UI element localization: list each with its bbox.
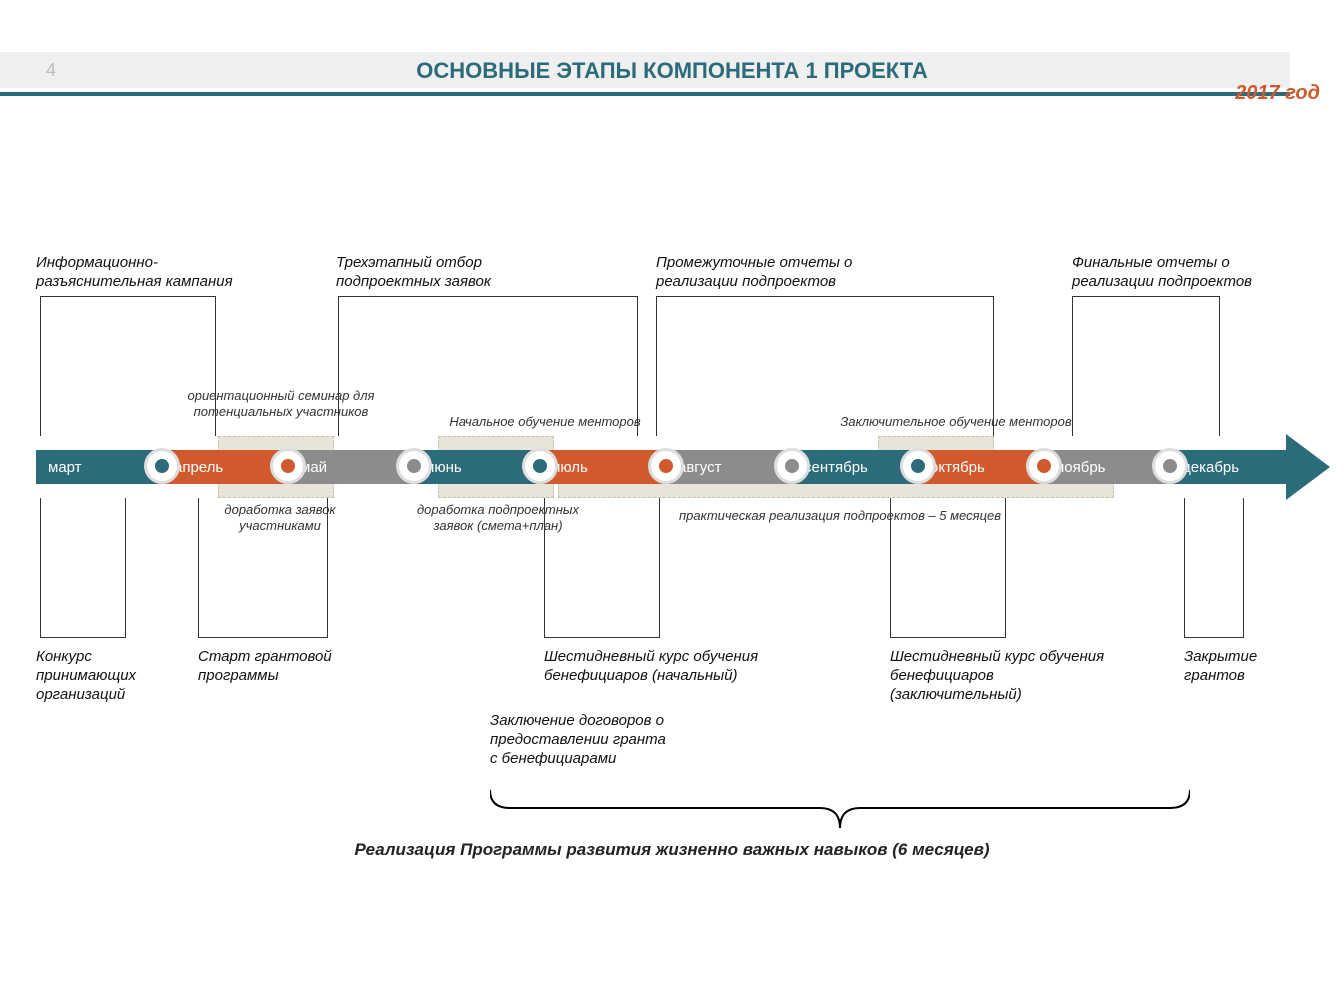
label-six-final: Шестидневный курс обучения бенефициаров …: [890, 648, 1150, 704]
timeline-dot-icon: [144, 448, 180, 484]
month-ноябрь: ноябрь: [1044, 450, 1170, 484]
label-mentor-final: Заключительное обучение менторов: [816, 414, 1096, 430]
band-implementation: [558, 482, 1114, 498]
month-июль: июль: [540, 450, 666, 484]
timeline-dot-icon: [1152, 448, 1188, 484]
month-сентябрь: сентябрь: [792, 450, 918, 484]
month-октябрь: октябрь: [918, 450, 1044, 484]
bracket-six-initial: [544, 498, 660, 638]
month-апрель: апрель: [162, 450, 288, 484]
header-underline: [0, 92, 1290, 96]
band-rework-apps: [218, 482, 334, 498]
brace-label: Реализация Программы развития жизненно в…: [0, 840, 1344, 860]
label-seminar: ориентационный семинар для потенциальных…: [186, 388, 376, 421]
timeline-dot-icon: [648, 448, 684, 484]
timeline-arrow-icon: [1286, 434, 1330, 500]
label-start-grant: Старт грантовой программы: [198, 648, 378, 686]
label-close: Закрытие грантов: [1184, 648, 1304, 686]
timeline-dot-icon: [522, 448, 558, 484]
timeline: мартапрельмайиюньиюльавгустсентябрьоктяб…: [36, 450, 1296, 484]
label-interim: Промежуточные отчеты о реализации подпро…: [656, 254, 916, 292]
band-rework-sub: [438, 482, 554, 498]
label-campaign: Информационно- разъяснительная кампания: [36, 254, 296, 292]
month-июнь: июнь: [414, 450, 540, 484]
timeline-dot-icon: [774, 448, 810, 484]
timeline-dot-icon: [1026, 448, 1062, 484]
bracket-six-final: [890, 498, 1006, 638]
month-май: май: [288, 450, 414, 484]
label-six-initial: Шестидневный курс обучения бенефициаров …: [544, 648, 804, 686]
timeline-dot-icon: [396, 448, 432, 484]
label-contest: Конкурс принимающих организаций: [36, 648, 176, 704]
label-mentor-initial: Начальное обучение менторов: [430, 414, 660, 430]
bracket-close: [1184, 498, 1244, 638]
month-март: март: [36, 450, 162, 484]
year-label: 2017 год: [1235, 82, 1320, 105]
month-август: август: [666, 450, 792, 484]
timeline-dot-icon: [270, 448, 306, 484]
month-декабрь: декабрь: [1170, 450, 1296, 484]
bracket-start-grant: [198, 498, 328, 638]
bracket-contest: [40, 498, 126, 638]
brace-icon: [490, 790, 1190, 830]
page-title: ОСНОВНЫЕ ЭТАПЫ КОМПОНЕНТА 1 ПРОЕКТА: [0, 58, 1344, 84]
label-final: Финальные отчеты о реализации подпроекто…: [1072, 254, 1292, 292]
label-contracts: Заключение договоров о предоставлении гр…: [490, 712, 750, 768]
timeline-dot-icon: [900, 448, 936, 484]
label-selection: Трехэтапный отбор подпроектных заявок: [336, 254, 556, 292]
